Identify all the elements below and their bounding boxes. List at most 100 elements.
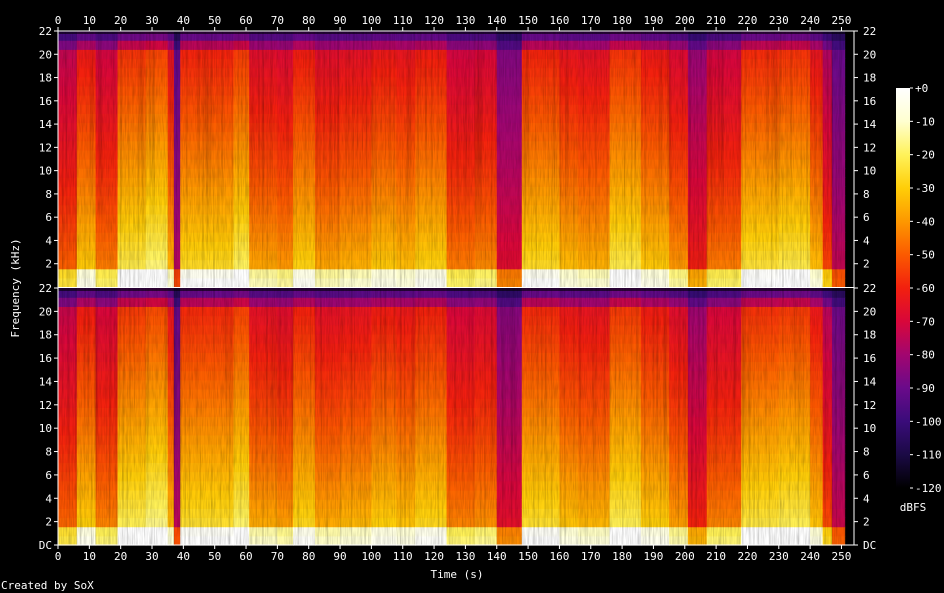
y-tick-label-right: 18 (863, 72, 876, 85)
x-tick-label: 150 (518, 14, 538, 27)
streak-overlay (58, 288, 854, 545)
x-tick-label: 140 (487, 550, 507, 563)
x-tick-label: 220 (738, 14, 758, 27)
colorbar-ticks: +0 -10 -20 -30 -40 -50 -60 -70 -80 -90 -100 -110 -12… (910, 82, 942, 495)
top-edge (58, 288, 854, 291)
x-tick-label: 60 (239, 14, 252, 27)
y-tick-label-right: 12 (863, 141, 876, 154)
y-tick-label-left: DC (39, 539, 52, 552)
x-tick-label: 110 (393, 14, 413, 27)
y-tick-label-right: 8 (863, 188, 870, 201)
x-tick-label: 200 (675, 550, 695, 563)
x-tick-label: 30 (145, 550, 158, 563)
spectrogram-panel-channel-2 (58, 288, 854, 546)
x-tick-label: 220 (738, 550, 758, 563)
y-tick-label-left: 4 (45, 492, 52, 505)
y-tick-label-left: 8 (45, 188, 52, 201)
x-tick-label: 50 (208, 550, 221, 563)
x-tick-label: 70 (271, 550, 284, 563)
x-tick-label: 190 (643, 14, 663, 27)
x-tick-label: 160 (549, 550, 569, 563)
colorbar-tick-label: -110 (915, 449, 942, 462)
y-tick-label-left: 18 (39, 72, 52, 85)
y-tick-label-right: 8 (863, 446, 870, 459)
y-tick-label-right: 10 (863, 422, 876, 435)
y-tick-label-left: 12 (39, 399, 52, 412)
y-tick-label-right: 20 (863, 305, 876, 318)
x-tick-label: 130 (455, 550, 475, 563)
x-tick-label: 0 (55, 550, 62, 563)
y-tick-label-right: 2 (863, 516, 870, 529)
credit-text: Created by SoX (1, 579, 94, 592)
colorbar-tick-label: -120 (915, 482, 942, 495)
y-axis-label: Frequency (kHz) (9, 238, 22, 337)
x-tick-label: 180 (612, 14, 632, 27)
y-tick-label-left: 10 (39, 165, 52, 178)
top-edge (58, 31, 854, 34)
colorbar-tick-label: -70 (915, 315, 935, 328)
x-tick-label: 210 (706, 550, 726, 563)
x-tick-label: 20 (114, 14, 127, 27)
y-tick-label-left: 16 (39, 352, 52, 365)
x-tick-label: 200 (675, 14, 695, 27)
y-tick-label-left: 8 (45, 446, 52, 459)
y-tick-label-right: 10 (863, 165, 876, 178)
x-tick-label: 30 (145, 14, 158, 27)
y-tick-label-left: 2 (45, 258, 52, 271)
x-tick-label: 100 (361, 14, 381, 27)
y-tick-label-right: 22 (863, 282, 876, 295)
x-tick-label: 80 (302, 14, 315, 27)
y-tick-label-left: 18 (39, 329, 52, 342)
x-tick-label: 250 (832, 14, 852, 27)
x-tick-label: 110 (393, 550, 413, 563)
x-tick-label: 40 (177, 14, 190, 27)
x-tick-label: 160 (549, 14, 569, 27)
y-tick-label-left: 6 (45, 469, 52, 482)
y-tick-label-right: 2 (863, 258, 870, 271)
colorbar-tick-label: -60 (915, 282, 935, 295)
x-tick-label: 170 (581, 14, 601, 27)
y-tick-label-right: 4 (863, 234, 870, 247)
x-tick-label: 120 (424, 550, 444, 563)
x-tick-label: 90 (333, 550, 346, 563)
colorbar-tick-label: -20 (915, 149, 935, 162)
y-tick-label-left: 10 (39, 422, 52, 435)
y-tick-label-right: 14 (863, 118, 877, 131)
y-tick-label-left: 22 (39, 25, 52, 38)
spectrogram-cells-channel-2 (58, 288, 854, 546)
spectrogram-panel-channel-1 (58, 31, 854, 288)
x-axis-label: Time (s) (431, 568, 484, 581)
y-tick-label-right: DC (863, 539, 876, 552)
colorbar-gradient (896, 88, 910, 488)
y-tick-label-left: 14 (39, 118, 53, 131)
y-tick-label-right: 22 (863, 25, 876, 38)
x-tick-label: 80 (302, 550, 315, 563)
y-tick-label-right: 6 (863, 469, 870, 482)
x-tick-label: 20 (114, 550, 127, 563)
colorbar-tick-label: -100 (915, 415, 942, 428)
x-tick-label: 230 (769, 550, 789, 563)
colorbar: +0 -10 -20 -30 -40 -50 -60 -70 -80 -90 -100 -110 -12… (896, 82, 942, 514)
x-tick-label: 120 (424, 14, 444, 27)
x-tick-label: 240 (800, 550, 820, 563)
y-tick-label-right: 18 (863, 329, 876, 342)
x-tick-label: 40 (177, 550, 190, 563)
colorbar-label: dBFS (900, 501, 927, 514)
x-tick-label: 190 (643, 550, 663, 563)
y-tick-label-left: 22 (39, 282, 52, 295)
x-axis-top: 0 10 20 30 40 50 60 70 80 90 100 110 120 130 140 150 160… (55, 14, 852, 31)
streak-overlay (58, 31, 854, 287)
x-tick-label: 150 (518, 550, 538, 563)
x-tick-label: 10 (83, 550, 96, 563)
y-tick-label-left: 6 (45, 211, 52, 224)
y-tick-label-right: 16 (863, 95, 876, 108)
x-tick-label: 240 (800, 14, 820, 27)
y-tick-label-left: 20 (39, 305, 52, 318)
x-tick-label: 230 (769, 14, 789, 27)
spectrogram-cells-channel-1 (58, 31, 854, 288)
x-tick-label: 50 (208, 14, 221, 27)
colorbar-tick-label: -30 (915, 182, 935, 195)
x-tick-label: 0 (55, 14, 62, 27)
